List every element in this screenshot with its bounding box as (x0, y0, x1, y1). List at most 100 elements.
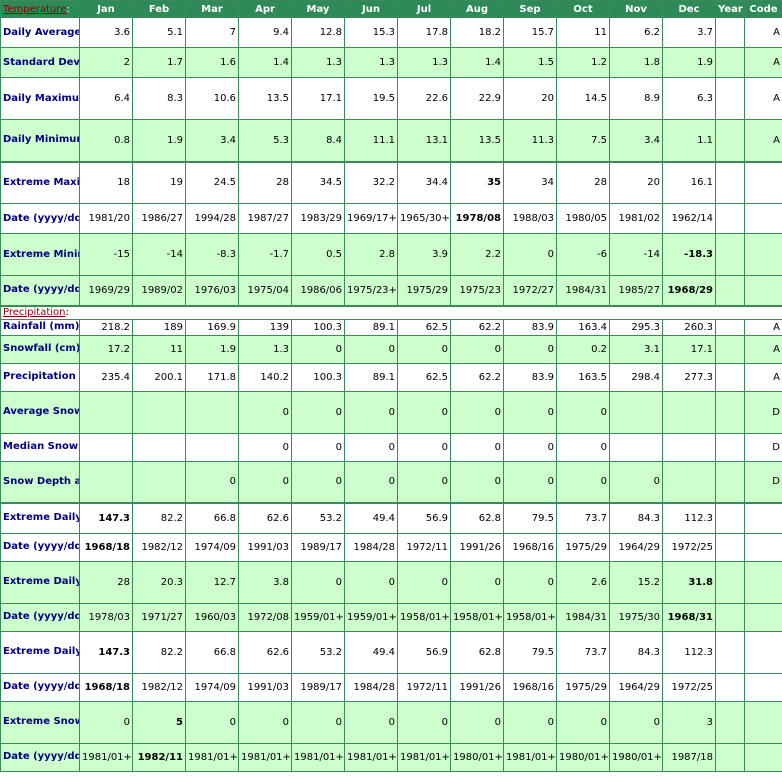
value-cell: 0 (397, 390, 451, 434)
row-label: Date (yyyy/dd) (0, 672, 80, 702)
precipitation-link[interactable]: Precipitation (3, 307, 66, 318)
value-cell: 295.3 (609, 318, 663, 336)
value-cell: 1981/20 (79, 203, 133, 234)
value-cell: 11 (132, 334, 186, 364)
temperature-link[interactable]: Temperature (3, 3, 67, 15)
row-label: Date (yyyy/dd) (0, 602, 80, 632)
value-cell (79, 432, 133, 462)
value-cell: 9.4 (238, 17, 292, 48)
code-cell (744, 275, 782, 306)
month-header: Sep (503, 0, 557, 18)
code-cell (744, 160, 782, 204)
month-header: Jun (344, 0, 398, 18)
month-header: May (291, 0, 345, 18)
value-cell: 0 (503, 334, 557, 364)
value-cell: 0 (503, 432, 557, 462)
extreme-value: 147.3 (98, 646, 130, 658)
year-cell (715, 334, 745, 364)
code-cell: A (744, 334, 782, 364)
value-cell: 1971/27 (132, 602, 186, 632)
value-cell: 1972/27 (503, 275, 557, 306)
value-cell: 0 (503, 700, 557, 744)
precipitation-section: Rainfall (mm) 218.2 189 169.9 139 100.3 89.1 62… (0, 318, 782, 772)
value-cell: 15.7 (503, 17, 557, 48)
header-row: Temperature: Jan Feb Mar Apr May Jun Jul… (0, 0, 782, 18)
month-header: Jan (79, 0, 133, 18)
code-cell (744, 630, 782, 674)
value-cell: 1.7 (132, 47, 186, 78)
data-row: Extreme Minimum (°C)-15-14-8.3-1.70.52.8… (0, 233, 782, 276)
value-cell: 62.8 (450, 502, 504, 534)
extreme-value: -18.3 (684, 249, 713, 260)
value-cell (609, 390, 663, 434)
value-cell: 1972/25 (662, 532, 716, 562)
year-header: Year (715, 0, 745, 18)
value-cell: 56.9 (397, 630, 451, 674)
value-cell: 1.9 (662, 47, 716, 78)
value-cell: 13.1 (397, 119, 451, 162)
value-cell: 1.8 (609, 47, 663, 78)
value-cell: 89.1 (344, 362, 398, 392)
value-cell: 1980/01+ (556, 742, 610, 772)
value-cell: 1975/30 (609, 602, 663, 632)
code-cell (744, 602, 782, 632)
value-cell: 1972/08 (238, 602, 292, 632)
value-cell: 1981/01+ (397, 742, 451, 772)
value-cell: 15.3 (344, 17, 398, 48)
value-cell: 3.8 (238, 560, 292, 604)
precipitation-section-row: Precipitation: (0, 304, 782, 320)
row-label: Extreme Daily Snowfall (cm) (0, 560, 80, 604)
data-row: Extreme Daily Snowfall (cm)2820.312.73.8… (0, 560, 782, 604)
value-cell: 0 (397, 334, 451, 364)
row-label: Median Snow Depth (cm) (0, 432, 80, 462)
row-label: Extreme Daily Precipitation (mm) (0, 630, 80, 674)
value-cell: 1981/01+ (503, 742, 557, 772)
value-cell: -1.7 (238, 233, 292, 276)
year-cell (715, 602, 745, 632)
year-cell (715, 560, 745, 604)
value-cell (79, 390, 133, 434)
code-cell: A (744, 362, 782, 392)
value-cell: 5.3 (238, 119, 292, 162)
extreme-value: 1968/18 (84, 541, 130, 553)
value-cell: 1988/03 (503, 203, 557, 234)
value-cell: 1984/28 (344, 672, 398, 702)
value-cell (132, 432, 186, 462)
value-cell: 34 (503, 160, 557, 204)
value-cell: 32.2 (344, 160, 398, 204)
year-cell (715, 233, 745, 276)
value-cell: 0 (609, 700, 663, 744)
data-row: Extreme Daily Precipitation (mm) 147.382.… (0, 630, 782, 674)
value-cell: 1975/23+ (344, 275, 398, 306)
value-cell: 0 (450, 390, 504, 434)
extreme-value: 5 (176, 716, 183, 728)
value-cell: 2.8 (344, 233, 398, 276)
row-label: Standard Deviation (0, 47, 80, 78)
value-cell: 3.4 (185, 119, 239, 162)
value-cell: 0.8 (79, 119, 133, 162)
data-row: Date (yyyy/dd) 1968/18 1982/12 1974/09 1991/… (0, 672, 782, 702)
data-row: Daily Average (°C)3.65.179.412.815.317.8… (0, 17, 782, 48)
row-label: Snowfall (cm) (0, 334, 80, 364)
value-cell (662, 390, 716, 434)
value-cell: 17.2 (79, 334, 133, 364)
value-cell: 1986/06 (291, 275, 345, 306)
value-cell: 62.8 (450, 630, 504, 674)
value-cell: 163.4 (556, 318, 610, 336)
value-cell: 1964/29 (609, 532, 663, 562)
value-cell: 1980/01+ (450, 742, 504, 772)
value-cell: 19.5 (344, 77, 398, 120)
data-row: Daily Maximum (°C)6.48.310.613.517.119.5… (0, 77, 782, 120)
value-cell: 0 (185, 460, 239, 504)
value-cell: 89.1 (344, 318, 398, 336)
data-row: Precipitation (mm)235.4200.1171.8140.210… (0, 362, 782, 392)
extreme-value: 147.3 (98, 512, 130, 524)
code-cell: D (744, 390, 782, 434)
value-cell: 0 (397, 432, 451, 462)
value-cell: 62.6 (238, 502, 292, 534)
value-cell: 11 (556, 17, 610, 48)
value-cell: 6.3 (662, 77, 716, 120)
